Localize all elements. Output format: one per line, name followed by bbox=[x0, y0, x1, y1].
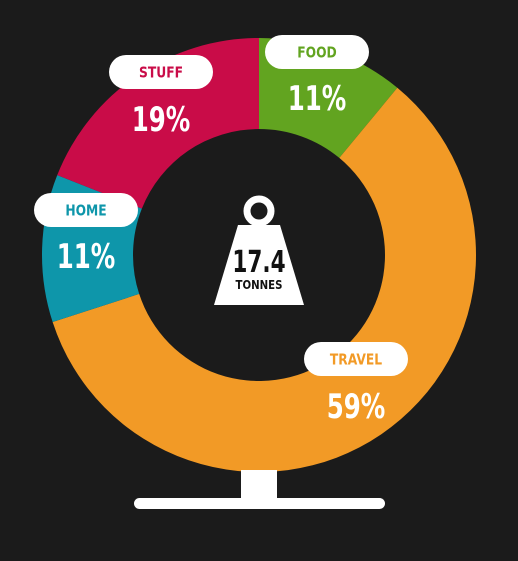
label-pill-home bbox=[34, 193, 138, 227]
stand-post bbox=[241, 470, 277, 502]
total-value: 17.4 bbox=[232, 246, 285, 280]
label-percent-travel: 59% bbox=[327, 387, 386, 426]
label-pill-food bbox=[265, 35, 369, 69]
stand-base bbox=[134, 498, 385, 509]
label-percent-stuff: 19% bbox=[132, 100, 191, 139]
label-pill-stuff bbox=[109, 55, 213, 89]
label-pill-travel bbox=[304, 342, 408, 376]
label-percent-food: 11% bbox=[288, 79, 347, 118]
label-name-stuff: STUFF bbox=[139, 64, 183, 81]
label-name-travel: TRAVEL bbox=[330, 351, 382, 368]
weight-icon bbox=[214, 195, 304, 305]
slice-labels: FOOD 11% TRAVEL 59% HOME 11% STUFF 19% bbox=[34, 35, 408, 426]
total-unit: TONNES bbox=[236, 278, 283, 292]
label-name-food: FOOD bbox=[297, 44, 336, 61]
label-percent-home: 11% bbox=[57, 237, 116, 276]
label-name-home: HOME bbox=[65, 202, 106, 219]
